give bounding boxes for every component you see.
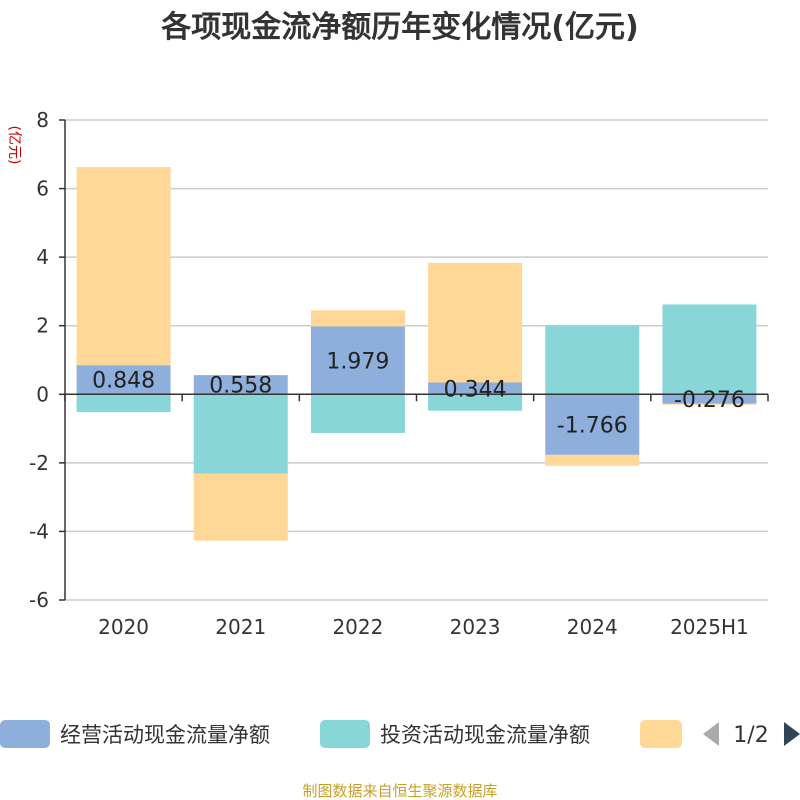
bar-segment[interactable]: [310, 394, 405, 434]
bar-segment[interactable]: [545, 325, 640, 395]
bars: [76, 167, 757, 541]
bar-value-label: 1.979: [326, 349, 389, 374]
bar-segment[interactable]: [76, 365, 171, 395]
bar-segment[interactable]: [428, 394, 523, 411]
bar-value-label: -0.276: [674, 388, 745, 413]
x-tick-label: 2021: [215, 615, 266, 639]
legend-swatch: [640, 720, 682, 748]
bar-segment[interactable]: [428, 382, 523, 395]
y-tick-label: -2: [29, 451, 49, 475]
bar-labels: 0.848 0.558 1.979 0.344 -1.766 -0.276: [92, 349, 745, 438]
y-tick-label: -6: [29, 588, 49, 612]
legend-swatch: [0, 720, 50, 748]
y-tick-label: 4: [36, 245, 49, 269]
bar-value-label: 0.558: [209, 374, 272, 399]
bar-segment[interactable]: [662, 403, 757, 405]
bar-value-label: 0.848: [92, 369, 155, 394]
bar-segment[interactable]: [662, 304, 757, 395]
legend-page-indicator: 1/2: [733, 723, 768, 748]
legend-item-financing[interactable]: [640, 720, 682, 748]
legend-prev-page-icon[interactable]: [703, 722, 719, 746]
bar-segment[interactable]: [76, 394, 171, 413]
bar-segment[interactable]: [545, 394, 640, 455]
legend-label: 经营活动现金流量净额: [60, 723, 270, 747]
data-source-note: 制图数据来自恒生聚源数据库: [302, 782, 497, 800]
bar-segment[interactable]: [310, 326, 405, 395]
bar-value-label: 0.344: [444, 377, 507, 402]
y-tick-label: 6: [36, 177, 49, 201]
y-tick-label: 2: [36, 314, 49, 338]
bar-segment[interactable]: [193, 394, 288, 474]
legend: 经营活动现金流量净额 投资活动现金流量净额 1/2: [0, 720, 800, 748]
bar-segment[interactable]: [193, 375, 288, 395]
x-tick-label: 2025H1: [670, 615, 749, 639]
y-axis-unit: (亿元): [6, 126, 22, 165]
x-tick-label: 2024: [567, 615, 618, 639]
axes: -6 -4 -2 0 2 4 6 8 2020 2021 2022 2023 2024 2025H1: [29, 108, 769, 639]
bar-segment[interactable]: [545, 454, 640, 466]
gridlines: [65, 119, 768, 601]
legend-item-investing[interactable]: 投资活动现金流量净额: [320, 720, 590, 748]
chart-title: 各项现金流净额历年变化情况(亿元): [160, 10, 638, 45]
legend-next-page-icon[interactable]: [784, 722, 800, 746]
legend-swatch: [320, 720, 370, 748]
bar-value-label: -1.766: [557, 414, 628, 439]
bar-segment[interactable]: [76, 167, 171, 366]
y-tick-label: 0: [36, 382, 49, 406]
bar-segment[interactable]: [310, 310, 405, 327]
bar-segment[interactable]: [662, 394, 757, 404]
bar-segment[interactable]: [428, 262, 523, 383]
legend-item-operating[interactable]: 经营活动现金流量净额: [0, 720, 270, 748]
y-tick-label: 8: [36, 108, 49, 132]
bar-segment[interactable]: [193, 473, 288, 541]
y-tick-label: -4: [29, 519, 49, 543]
legend-label: 投资活动现金流量净额: [380, 723, 590, 747]
x-tick-label: 2020: [98, 615, 149, 639]
x-tick-label: 2023: [450, 615, 501, 639]
x-tick-label: 2022: [332, 615, 383, 639]
